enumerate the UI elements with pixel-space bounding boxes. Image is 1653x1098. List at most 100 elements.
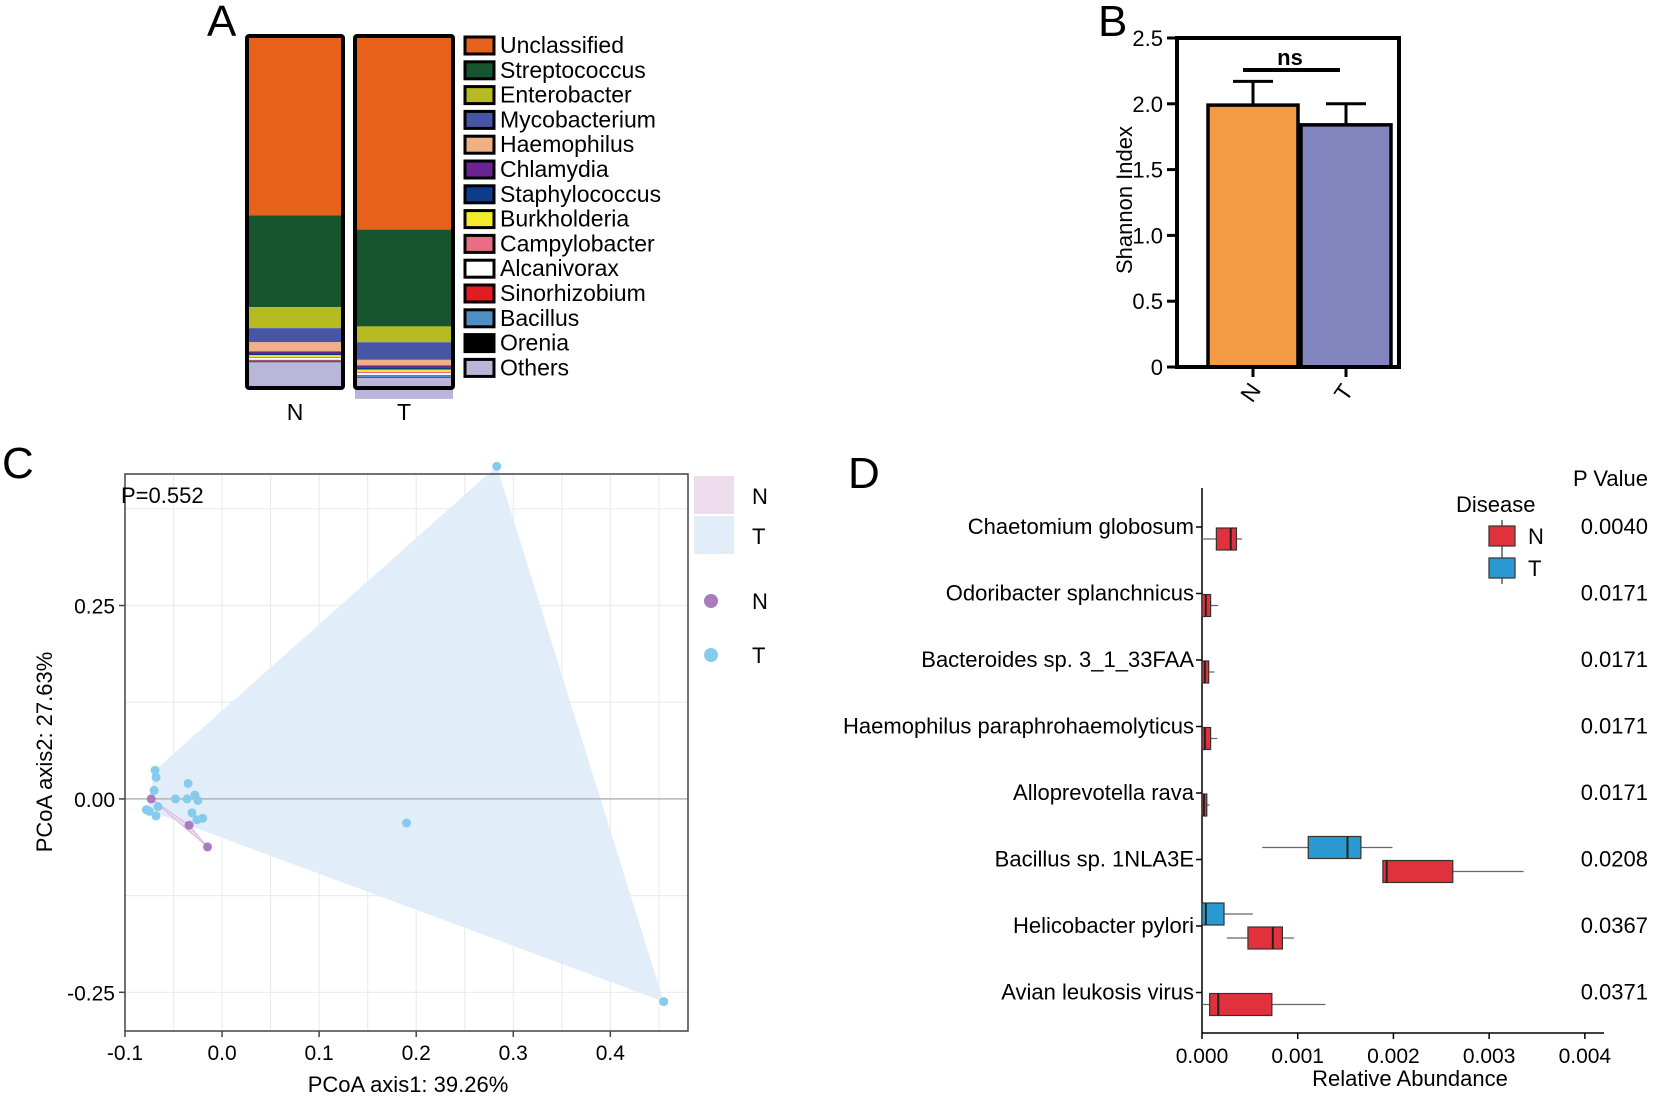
x-tick-label: 0.000 <box>1176 1045 1229 1068</box>
panel-label-d: D <box>848 449 880 498</box>
p-value: 0.0208 <box>1581 847 1648 872</box>
y-tick-label: 1.5 <box>1132 158 1163 183</box>
legend-fill-swatch-n <box>694 476 734 514</box>
bar-outline-t <box>353 34 455 390</box>
y-tick-label: -0.25 <box>67 982 115 1005</box>
y-tick-label: 0 <box>1151 355 1163 380</box>
legend-label-enterobacter: Enterobacter <box>500 82 632 108</box>
point-n <box>184 820 194 830</box>
p-value: 0.0171 <box>1581 714 1648 739</box>
x-category-label: T <box>1329 379 1358 405</box>
box-n <box>1247 926 1284 950</box>
bar-segment-alcanivorax-n <box>247 358 343 360</box>
bar-category-label: T <box>397 399 411 425</box>
point-t <box>193 795 203 805</box>
bar-segment-bacillus-n <box>247 360 343 362</box>
p-value: 0.0171 <box>1581 780 1648 805</box>
point-t <box>187 808 197 818</box>
bar-segment-haemophilus-n <box>247 342 343 352</box>
panel-label-a: A <box>207 0 237 46</box>
point-n <box>146 794 156 804</box>
bar-segment-chlamydia-n <box>247 351 343 354</box>
legend-swatch-orenia <box>463 333 496 354</box>
y-axis-label: PCoA axis2: 27.63% <box>32 652 57 853</box>
x-tick-label: 0.0 <box>207 1042 236 1065</box>
box-n <box>1382 859 1454 884</box>
p-value: 0.0371 <box>1581 980 1648 1005</box>
panel-label-b: B <box>1098 0 1127 46</box>
legend-fill-swatch-t <box>694 516 734 554</box>
y-tick-label: 2.5 <box>1132 26 1163 51</box>
p-value-annotation: P=0.552 <box>121 483 204 508</box>
legend-label-unclassified: Unclassified <box>500 32 624 58</box>
category-label: Chaetomium globosum <box>968 514 1194 539</box>
point-t <box>183 778 193 788</box>
legend-label-haemophilus: Haemophilus <box>500 131 634 157</box>
y-axis-label: Shannon Index <box>1112 126 1137 274</box>
panel-a-stacked-bar-chart: N T UnclassifiedStreptococcusEnterobacterM… <box>245 32 661 425</box>
point-n <box>203 842 213 852</box>
p-value: 0.0171 <box>1581 581 1648 606</box>
bar-segment-enterobacter-t <box>355 326 453 343</box>
x-axis-label: PCoA axis1: 39.26% <box>308 1072 509 1097</box>
p-value: 0.0040 <box>1581 514 1648 539</box>
legend-label-orenia: Orenia <box>500 330 569 356</box>
point-t <box>659 997 669 1007</box>
bar-segment-enterobacter-n <box>247 307 343 329</box>
point-t <box>402 818 411 828</box>
legend-label-burkholderia: Burkholderia <box>500 206 629 232</box>
bar-segment-campylobacter-n <box>247 357 343 359</box>
box-t <box>1201 902 1225 926</box>
panel-c-pcoa-scatter: -0.1 0.0 0.1 0.2 0.3 0.4 -0.25 0.00 0.25 PCoA axi… <box>32 461 768 1097</box>
legend-label-t: T <box>1528 556 1541 581</box>
bar-outline-n <box>245 34 345 390</box>
hull-n <box>150 798 208 848</box>
y-tick-label: 0.25 <box>74 596 115 619</box>
x-tick-label: 0.3 <box>499 1042 528 1065</box>
box-n <box>1209 992 1273 1017</box>
x-category-label: N <box>1235 378 1266 407</box>
legend-box-swatch-n <box>1488 525 1516 547</box>
hull-t <box>146 466 664 1002</box>
bar-segment-alcanivorax-t <box>355 373 453 375</box>
bar-segment-burkholderia-n <box>247 355 343 358</box>
point-t <box>151 772 161 782</box>
bar-segment-campylobacter-t <box>355 371 453 374</box>
bar-segment-streptococcus-t <box>355 229 453 327</box>
legend-point-label-t: T <box>752 643 765 668</box>
bar-segment-mycobacterium-t <box>355 342 453 360</box>
legend-swatch-mycobacterium <box>463 109 496 130</box>
p-value: 0.0367 <box>1581 913 1648 938</box>
category-label: Odoribacter splanchnicus <box>946 581 1194 606</box>
legend-label-chlamydia: Chlamydia <box>500 156 609 182</box>
y-tick-label: 2.0 <box>1132 92 1163 117</box>
x-tick-label: -0.1 <box>107 1042 143 1065</box>
legend-label-sinorhizobium: Sinorhizobium <box>500 280 646 306</box>
legend-fill-label-t: T <box>752 524 765 549</box>
bar-segment-streptococcus-n <box>247 215 343 308</box>
legend-box-swatch-t <box>1488 557 1516 579</box>
panel-b-shannon-bar-chart: 0 0.5 1.0 1.5 2.0 2.5 N Tns Shannon Index <box>1112 26 1401 407</box>
x-tick-label: 0.001 <box>1271 1045 1324 1068</box>
legend-swatch-haemophilus <box>463 134 496 155</box>
bar-segment-orenia-t <box>355 377 453 378</box>
panel-d-boxplot: 0.000 0.001 0.002 0.003 0.004 Relative Abunda… <box>843 466 1648 1091</box>
bar-segment-sinorhizobium-n <box>247 359 343 361</box>
x-tick-label: 0.004 <box>1559 1045 1612 1068</box>
legend-swatch-streptococcus <box>463 60 496 81</box>
legend-swatch-chlamydia <box>463 159 496 180</box>
bar-segment-unclassified-n <box>247 36 343 216</box>
legend-swatch-enterobacter <box>463 85 496 106</box>
legend-label-staphylococcus: Staphylococcus <box>500 181 661 207</box>
bar-category-label: N <box>287 399 304 425</box>
bar-segment-haemophilus-t <box>355 359 453 366</box>
category-label: Alloprevotella rava <box>1013 780 1195 805</box>
x-tick-label: 0.003 <box>1463 1045 1516 1068</box>
point-t <box>170 794 180 804</box>
bar-t <box>1299 123 1393 369</box>
legend-title: Disease <box>1456 492 1535 517</box>
legend-point-swatch-n <box>704 594 718 608</box>
x-tick-label: 0.002 <box>1367 1045 1420 1068</box>
category-label: Haemophilus paraphrohaemolyticus <box>843 714 1194 739</box>
